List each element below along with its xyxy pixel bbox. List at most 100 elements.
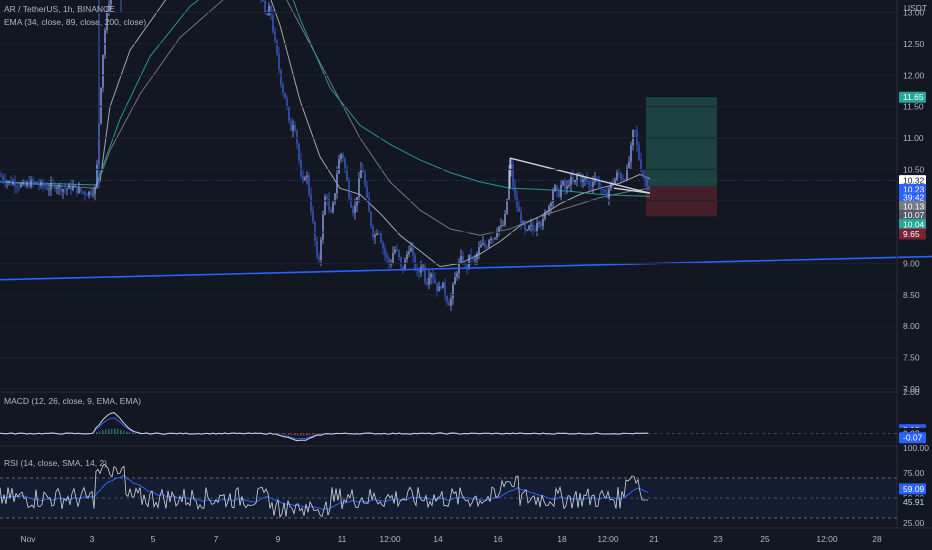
- candle-body: [584, 178, 586, 180]
- macd-histogram-bar: [288, 433, 290, 435]
- price-tick-label: 7.50: [903, 353, 920, 363]
- candle-body: [24, 182, 26, 186]
- time-tick-label: 16: [493, 534, 503, 544]
- macd-histogram-bar: [105, 429, 107, 434]
- price-tick-label: 7.00: [903, 384, 920, 394]
- candle-body: [102, 54, 104, 88]
- candle-body: [512, 164, 514, 187]
- candle-body: [370, 211, 372, 227]
- price-tag-label: 39:42: [903, 193, 925, 203]
- macd-histogram-bar: [321, 433, 323, 435]
- candle-body: [430, 273, 432, 278]
- price-tag: [899, 200, 926, 212]
- candle-body: [328, 198, 330, 210]
- candle-body: [468, 254, 470, 268]
- candle-body: [364, 172, 366, 186]
- candle-body: [592, 181, 594, 187]
- candle-body: [78, 188, 80, 193]
- candle-body: [606, 192, 608, 199]
- candle-body: [56, 187, 58, 189]
- candle-body: [50, 183, 52, 190]
- candle-body: [310, 194, 312, 212]
- candle-body: [368, 197, 370, 212]
- candle-body: [466, 264, 468, 268]
- candle-body: [626, 167, 628, 180]
- rsi-tag: [899, 483, 926, 495]
- candle-body: [312, 211, 314, 223]
- candle-body: [46, 187, 48, 190]
- candle-body: [410, 247, 412, 252]
- candle-body: [422, 265, 424, 267]
- rsi-legend[interactable]: RSI (14, close, SMA, 14, 2): [4, 458, 111, 468]
- time-axis[interactable]: Nov 3 5 7 9 11 12:00 14 16 18 12:00 21 23 25 12:00 28: [20, 534, 882, 544]
- candle-body: [648, 186, 650, 188]
- symbol-title: AR / TetherUS, 1h, BINANCE: [4, 4, 115, 14]
- macd-histogram-bar: [303, 433, 305, 436]
- candle-body: [616, 172, 618, 180]
- price-tag: [899, 209, 926, 221]
- ema34-line: [99, 0, 651, 268]
- candle-body: [48, 189, 50, 191]
- candle-body: [532, 224, 534, 231]
- macd-tag-label: -0.07: [903, 433, 923, 443]
- macd-legend[interactable]: MACD (12, 26, close, 9, EMA, EMA): [4, 396, 145, 406]
- candle-body: [456, 273, 458, 278]
- candle-body: [62, 189, 64, 192]
- candle-body: [598, 179, 600, 187]
- macd-histogram-bar: [306, 433, 308, 436]
- candle-body: [378, 232, 380, 234]
- price-unit-label: USDT: [904, 3, 927, 13]
- candle-body: [298, 143, 300, 160]
- macd-histogram-bar: [120, 429, 122, 434]
- candle-body: [556, 185, 558, 191]
- candle-body: [74, 186, 76, 187]
- candle-body: [542, 218, 544, 227]
- candle-body: [0, 175, 2, 177]
- candle-body: [608, 188, 610, 199]
- candle-body: [86, 194, 88, 196]
- macd-histogram-bar: [282, 433, 284, 435]
- candle-body: [394, 249, 396, 253]
- candle-body: [332, 202, 334, 213]
- long-position-zone[interactable]: [646, 97, 717, 217]
- candle-body: [476, 253, 478, 259]
- candle-body: [352, 207, 354, 214]
- candle-body: [496, 231, 498, 238]
- candle-body: [346, 168, 348, 181]
- candle-body: [640, 159, 642, 171]
- candle-body: [546, 211, 548, 213]
- time-tick-label: 3: [90, 534, 95, 544]
- candle-body: [382, 242, 384, 249]
- candle-body: [42, 181, 44, 187]
- candle-body: [358, 178, 360, 197]
- macd-pane[interactable]: 2.000.000.100.03-0.07: [0, 387, 926, 444]
- price-pane[interactable]: [0, 0, 932, 311]
- candle-body: [610, 182, 612, 189]
- candle-body: [14, 182, 16, 187]
- candle-body: [4, 179, 6, 183]
- candle-body: [462, 255, 464, 263]
- macd-histogram-bar: [318, 433, 320, 435]
- trendline-drawings[interactable]: [0, 157, 932, 281]
- candle-body: [492, 238, 494, 240]
- macd-histogram-bar: [108, 428, 110, 434]
- candle-body: [88, 191, 90, 196]
- candle-body: [70, 184, 72, 190]
- price-tag-label: 9.65: [903, 229, 920, 239]
- symbol-legend[interactable]: AR / TetherUS, 1h, BINANCE: [4, 4, 119, 14]
- candle-body: [472, 257, 474, 260]
- candle-body: [414, 255, 416, 269]
- price-tag: [899, 91, 926, 103]
- candle-body: [406, 254, 408, 260]
- ema-legend[interactable]: EMA (34, close, 89, close, 200, close): [4, 17, 150, 27]
- price-tag: [899, 228, 926, 240]
- macd-histogram-bar: [138, 433, 140, 434]
- candle-body: [66, 188, 68, 190]
- candle-body: [366, 185, 368, 198]
- wedge-upper-line: [509, 157, 651, 194]
- candle-body: [520, 211, 522, 223]
- candle-body: [380, 233, 382, 243]
- candle-body: [646, 179, 648, 187]
